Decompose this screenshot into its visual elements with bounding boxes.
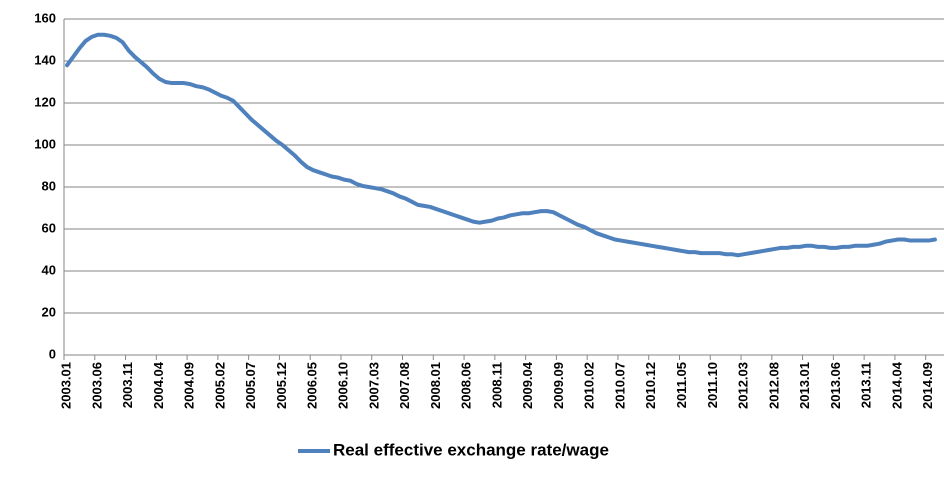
y-tick-label: 20 [42,304,56,319]
x-tick-label: 2014.04 [889,361,904,409]
y-tick-label: 60 [42,220,56,235]
y-tick-label: 140 [34,52,56,67]
x-tick-label: 2012.08 [766,362,781,409]
x-tick-label: 2009.09 [551,362,566,409]
x-tick-label: 2010.02 [582,362,597,409]
x-tick-label: 2012.03 [736,362,751,409]
x-tick-label: 2005.12 [274,362,289,409]
x-tick-label: 2007.03 [366,362,381,409]
x-tick-label: 2005.02 [212,362,227,409]
legend-label: Real effective exchange rate/wage [333,440,609,459]
y-tick-label: 0 [49,346,56,361]
y-tick-label: 40 [42,262,56,277]
y-tick-label: 80 [42,178,56,193]
x-tick-label: 2008.06 [459,362,474,409]
y-tick-label: 100 [34,136,56,151]
line [65,32,937,258]
x-tick-label: 2006.10 [335,362,350,409]
x-tick-label: 2014.09 [920,362,935,409]
x-tick-label: 2011.10 [705,362,720,408]
x-tick-label: 2013.11 [859,362,874,408]
x-tick-label: 2009.04 [520,361,535,409]
x-tick-label: 2006.05 [305,362,320,409]
x-tick-label: 2008.01 [428,362,443,409]
x-tick-label: 2004.04 [151,361,166,409]
x-tick-label: 2011.05 [674,362,689,408]
x-tick-label: 2003.01 [59,362,74,409]
x-tick-label: 2013.01 [797,362,812,409]
x-tick-label: 2003.06 [89,362,104,409]
y-tick-label: 160 [34,10,56,25]
x-tick-label: 2013.06 [828,362,843,409]
x-tick-label: 2005.07 [243,362,258,409]
y-tick-label: 120 [34,94,56,109]
x-tick-label: 2003.11 [120,362,135,408]
x-tick-label: 2010.12 [643,362,658,409]
x-tick-label: 2010.07 [612,362,627,409]
x-tick-label: 2007.08 [397,362,412,409]
x-tick-label: 2008.11 [489,362,504,408]
x-tick-label: 2004.09 [182,362,197,409]
